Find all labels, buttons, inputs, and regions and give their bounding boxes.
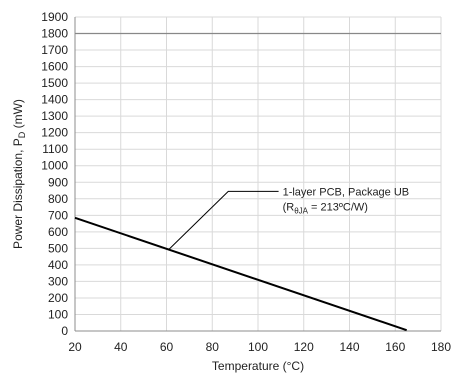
y-tick-label: 0: [61, 324, 68, 338]
grid-lines: [74, 16, 442, 332]
y-tick-label: 400: [48, 258, 68, 272]
y-tick-label: 1100: [42, 142, 68, 156]
y-tick-label: 1400: [41, 93, 68, 107]
y-tick-label: 900: [48, 175, 68, 189]
x-tick-label: 60: [160, 340, 174, 354]
y-tick-label: 100: [48, 307, 68, 321]
x-tick-label: 20: [68, 340, 82, 354]
y-tick-label: 600: [48, 225, 68, 239]
y-tick-label: 200: [48, 291, 68, 305]
annotation-label-line1: 1-layer PCB, Package UB: [283, 186, 410, 198]
y-axis-title: Power Dissipation, PD (mW): [11, 99, 27, 249]
y-tick-label: 1500: [41, 76, 68, 90]
y-axis-title-unit: (mW): [11, 99, 25, 132]
annotation-label-line2: (RθJA = 213ºC/W): [283, 201, 368, 215]
y-tick-label: 1200: [41, 126, 68, 140]
axes: [74, 17, 441, 332]
y-axis-title-main: Power Dissipation, P: [11, 138, 25, 249]
y-tick-label: 500: [48, 241, 68, 255]
y-tick-label: 1900: [41, 10, 68, 24]
series-line: [74, 216, 408, 332]
x-tick-label: 140: [339, 340, 359, 354]
annotation: 1-layer PCB, Package UB (RθJA = 213ºC/W): [168, 186, 410, 250]
y-tick-label: 800: [48, 192, 68, 206]
annotation-r-prefix: (R: [283, 201, 295, 213]
x-tick-label: 80: [206, 340, 220, 354]
y-tick-label: 300: [48, 274, 68, 288]
annotation-leader-line: [168, 190, 279, 250]
x-tick-label: 40: [114, 340, 128, 354]
series-layer: [74, 32, 441, 332]
y-tick-label: 1800: [41, 27, 68, 41]
annotation-r-subscript: θJA: [294, 206, 308, 215]
y-tick-label: 1300: [41, 109, 68, 123]
x-axis-title: Temperature (°C): [212, 359, 304, 373]
y-tick-label: 700: [48, 208, 68, 222]
x-tick-label: 160: [385, 340, 405, 354]
y-tick-label: 1600: [41, 60, 68, 74]
y-axis-title-subscript: D: [17, 131, 27, 138]
y-tick-labels: 0 100 200 300 400 500 600 700 800 900 1000 1100 1200…: [41, 10, 68, 338]
x-tick-label: 180: [431, 340, 451, 354]
y-tick-label: 1700: [41, 43, 68, 57]
x-tick-label: 100: [248, 340, 268, 354]
x-tick-label: 120: [294, 340, 314, 354]
annotation-r-value: = 213ºC/W): [308, 201, 368, 213]
y-tick-label: 1000: [41, 159, 68, 173]
x-tick-labels: 20 40 60 80 100 120 140 160 180: [68, 340, 451, 354]
